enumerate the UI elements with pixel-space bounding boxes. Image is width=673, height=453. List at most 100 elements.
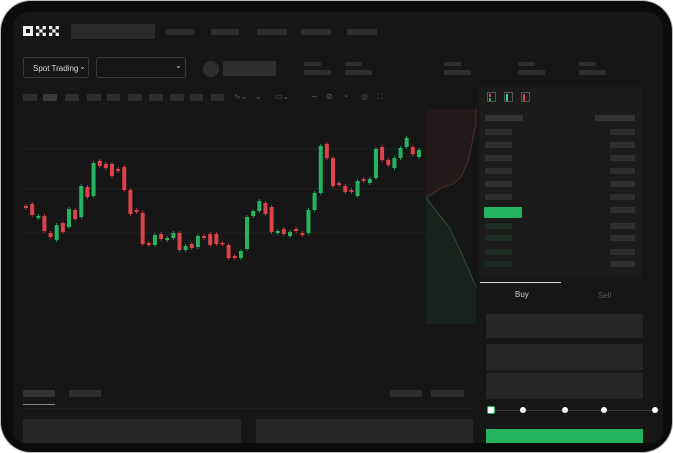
- candle: [337, 183, 342, 185]
- candle: [263, 203, 268, 214]
- candle: [349, 190, 354, 192]
- pair-name-placeholder: [223, 61, 276, 76]
- bid-row[interactable]: [485, 261, 512, 267]
- chevron-down-icon: ⌄: [79, 62, 86, 71]
- candle: [398, 148, 403, 158]
- candle: [146, 243, 151, 245]
- slider-step[interactable]: [601, 407, 607, 413]
- candle: [373, 149, 378, 178]
- mode-select[interactable]: Spot Trading ⌄: [23, 57, 89, 78]
- total-input[interactable]: [486, 373, 643, 399]
- interval-button[interactable]: [87, 94, 101, 101]
- candle: [189, 244, 194, 248]
- interval-button[interactable]: [170, 94, 184, 101]
- ask-row[interactable]: [485, 142, 512, 148]
- candlestick-chart[interactable]: [13, 12, 483, 312]
- nav-item[interactable]: [211, 29, 239, 35]
- candle: [404, 138, 409, 147]
- candle: [60, 223, 65, 232]
- slider-step[interactable]: [520, 407, 526, 413]
- ask-row[interactable]: [485, 155, 512, 161]
- slider-step[interactable]: [652, 407, 658, 413]
- candle: [73, 210, 78, 219]
- ask-row[interactable]: [610, 207, 635, 213]
- candle: [122, 167, 127, 190]
- book-bids-icon[interactable]: [504, 92, 513, 102]
- buy-button[interactable]: [486, 429, 643, 443]
- interval-button[interactable]: [23, 94, 37, 101]
- interval-button[interactable]: [211, 94, 224, 101]
- interval-button[interactable]: [107, 94, 120, 101]
- tab-underline: [480, 282, 561, 283]
- expand-icon[interactable]: ⛶: [377, 92, 383, 101]
- slider-track[interactable]: [491, 410, 659, 411]
- line-icon[interactable]: ▭⌄: [275, 92, 290, 101]
- ask-row[interactable]: [610, 181, 635, 187]
- tab-sell[interactable]: Sell: [598, 291, 612, 300]
- bid-row[interactable]: [610, 249, 635, 255]
- asset-card: [256, 419, 473, 443]
- bid-row[interactable]: [485, 249, 512, 255]
- candle: [318, 146, 323, 193]
- interval-button[interactable]: [190, 94, 203, 101]
- bid-row[interactable]: [610, 235, 635, 241]
- ask-row[interactable]: [610, 142, 635, 148]
- amount-input[interactable]: [486, 344, 643, 370]
- candle: [202, 236, 207, 238]
- nav-item[interactable]: [347, 29, 377, 35]
- book-asks-icon[interactable]: [521, 92, 530, 102]
- candle: [79, 186, 84, 217]
- ask-row[interactable]: [485, 168, 512, 174]
- nav-item[interactable]: [166, 29, 194, 35]
- indicator-icon[interactable]: ∿⌄: [234, 92, 248, 101]
- bid-row[interactable]: [485, 235, 512, 241]
- stat-value: [444, 70, 471, 75]
- ask-row[interactable]: [610, 194, 635, 200]
- nav-item[interactable]: [257, 29, 287, 35]
- ask-row[interactable]: [485, 181, 512, 187]
- divider: [23, 408, 473, 409]
- ask-row[interactable]: [485, 129, 512, 135]
- slider-step[interactable]: [562, 407, 568, 413]
- ask-row[interactable]: [610, 129, 635, 135]
- candle: [36, 216, 41, 218]
- settings-icon[interactable]: ◎: [361, 92, 368, 101]
- book-header[interactable]: [485, 115, 523, 121]
- nav-item[interactable]: [301, 29, 331, 35]
- candle: [103, 164, 108, 168]
- okx-logo[interactable]: [23, 25, 61, 38]
- interval-button[interactable]: [65, 94, 79, 101]
- mid-price: [484, 207, 522, 218]
- interval-button[interactable]: [128, 94, 142, 101]
- stat-value: [345, 70, 372, 75]
- ask-row[interactable]: [610, 168, 635, 174]
- draw-icon[interactable]: ⌄: [255, 92, 262, 101]
- tab-buy[interactable]: Buy: [515, 290, 529, 299]
- chevron-down-icon: ⌄: [175, 61, 182, 70]
- tab-open-orders[interactable]: [23, 390, 55, 397]
- bid-row[interactable]: [610, 223, 635, 229]
- stat-value: [304, 70, 331, 75]
- pair-select[interactable]: ⌄: [96, 57, 186, 78]
- bid-row[interactable]: [485, 223, 512, 229]
- slider-handle[interactable]: [487, 406, 495, 414]
- wave-icon[interactable]: ∼: [311, 92, 318, 101]
- candle: [42, 216, 47, 231]
- candle: [410, 147, 415, 154]
- candle: [165, 238, 170, 240]
- price-input[interactable]: [486, 314, 643, 338]
- bid-row[interactable]: [610, 261, 635, 267]
- interval-button[interactable]: [43, 94, 57, 101]
- bottom-action[interactable]: [431, 390, 464, 397]
- interval-button[interactable]: [149, 94, 163, 101]
- ruler-icon[interactable]: ⊘: [326, 92, 333, 101]
- ask-row[interactable]: [485, 194, 512, 200]
- ask-row[interactable]: [610, 155, 635, 161]
- candle: [226, 245, 231, 258]
- gauge-icon[interactable]: ◔: [343, 92, 348, 101]
- book-header[interactable]: [595, 115, 635, 121]
- book-both-icon[interactable]: [487, 92, 496, 102]
- candle: [91, 163, 96, 196]
- tab-order-history[interactable]: [69, 390, 101, 397]
- bottom-action[interactable]: [390, 390, 422, 397]
